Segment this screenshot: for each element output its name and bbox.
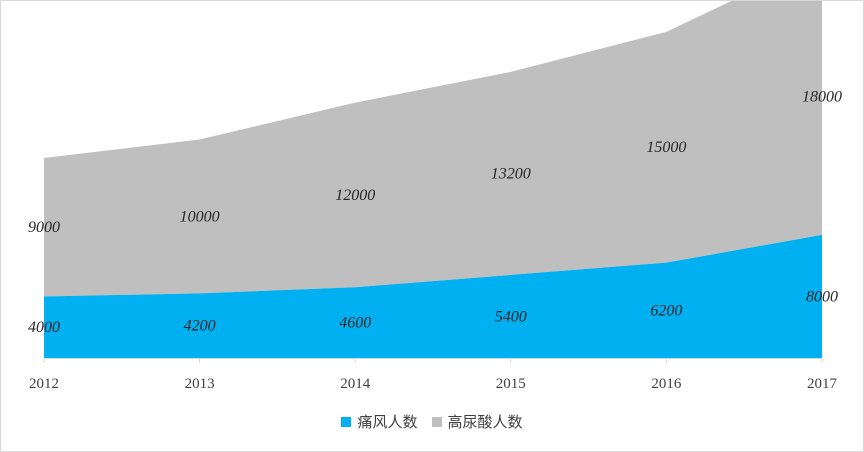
chart-svg: 2012 2013 2014 2015 2016 2017 4000 4200 4600 5400…: [28, 1, 842, 392]
x-tick-label-2015: 2015: [496, 376, 526, 392]
data-label-gout-2016: 6200: [650, 302, 682, 319]
x-tick-label-2016: 2016: [651, 376, 682, 392]
data-label-gout-2017: 8000: [806, 288, 838, 305]
data-label-hyperuricemia-2012: 9000: [28, 219, 60, 236]
legend-swatch-hyperuricemia: [431, 416, 442, 427]
data-label-gout-2015: 5400: [495, 308, 527, 325]
data-label-gout-2014: 4600: [339, 315, 371, 332]
data-label-hyperuricemia-2017: 18000: [802, 88, 842, 105]
x-tick-label-2012: 2012: [29, 376, 59, 392]
data-label-hyperuricemia-2013: 10000: [180, 208, 220, 225]
data-label-hyperuricemia-2016: 15000: [646, 139, 686, 156]
x-tick-label-2013: 2013: [185, 376, 215, 392]
data-label-hyperuricemia-2014: 12000: [335, 187, 375, 204]
data-label-hyperuricemia-2015: 13200: [491, 165, 531, 182]
legend-label-hyperuricemia: 高尿酸人数: [447, 413, 523, 431]
area-series-hyperuricemia: [44, 1, 822, 297]
x-tick-label-2014: 2014: [340, 376, 371, 392]
legend-item-hyperuricemia[interactable]: 高尿酸人数: [431, 411, 523, 432]
x-tick-label-2017: 2017: [807, 376, 838, 392]
legend: 痛风人数 高尿酸人数: [1, 411, 863, 432]
area-series-gout: [44, 234, 822, 358]
data-label-gout-2012: 4000: [28, 319, 60, 336]
legend-swatch-gout: [341, 416, 352, 427]
legend-label-gout: 痛风人数: [357, 413, 418, 431]
data-label-gout-2013: 4200: [184, 318, 216, 335]
legend-item-gout[interactable]: 痛风人数: [341, 411, 418, 432]
